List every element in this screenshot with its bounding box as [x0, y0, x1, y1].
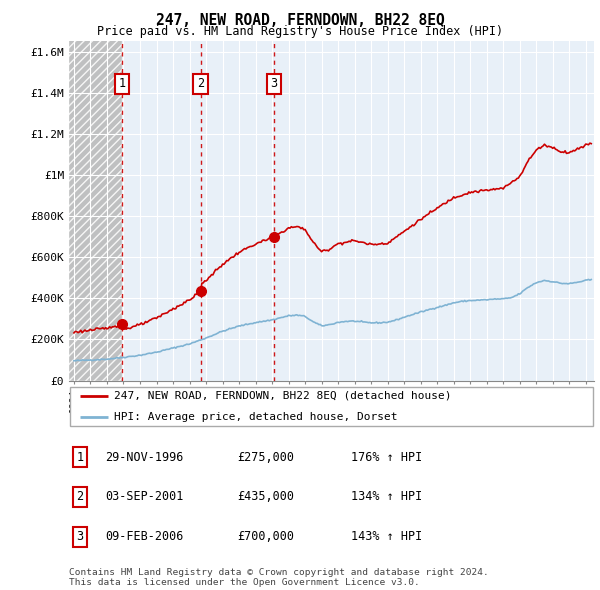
Text: 09-FEB-2006: 09-FEB-2006	[105, 530, 184, 543]
Text: 247, NEW ROAD, FERNDOWN, BH22 8EQ: 247, NEW ROAD, FERNDOWN, BH22 8EQ	[155, 13, 445, 28]
Text: HPI: Average price, detached house, Dorset: HPI: Average price, detached house, Dors…	[113, 412, 397, 422]
Text: 143% ↑ HPI: 143% ↑ HPI	[351, 530, 422, 543]
FancyBboxPatch shape	[70, 387, 593, 426]
Text: 3: 3	[271, 77, 278, 90]
Text: 3: 3	[76, 530, 83, 543]
Text: 176% ↑ HPI: 176% ↑ HPI	[351, 451, 422, 464]
Text: £435,000: £435,000	[237, 490, 294, 503]
Text: 2: 2	[197, 77, 204, 90]
Text: £275,000: £275,000	[237, 451, 294, 464]
Text: 1: 1	[76, 451, 83, 464]
Text: Price paid vs. HM Land Registry's House Price Index (HPI): Price paid vs. HM Land Registry's House …	[97, 25, 503, 38]
Text: 2: 2	[76, 490, 83, 503]
Text: 1: 1	[119, 77, 125, 90]
Text: 134% ↑ HPI: 134% ↑ HPI	[351, 490, 422, 503]
Text: 29-NOV-1996: 29-NOV-1996	[105, 451, 184, 464]
Text: £700,000: £700,000	[237, 530, 294, 543]
Text: 247, NEW ROAD, FERNDOWN, BH22 8EQ (detached house): 247, NEW ROAD, FERNDOWN, BH22 8EQ (detac…	[113, 391, 451, 401]
Text: 03-SEP-2001: 03-SEP-2001	[105, 490, 184, 503]
Text: Contains HM Land Registry data © Crown copyright and database right 2024.
This d: Contains HM Land Registry data © Crown c…	[69, 568, 489, 587]
